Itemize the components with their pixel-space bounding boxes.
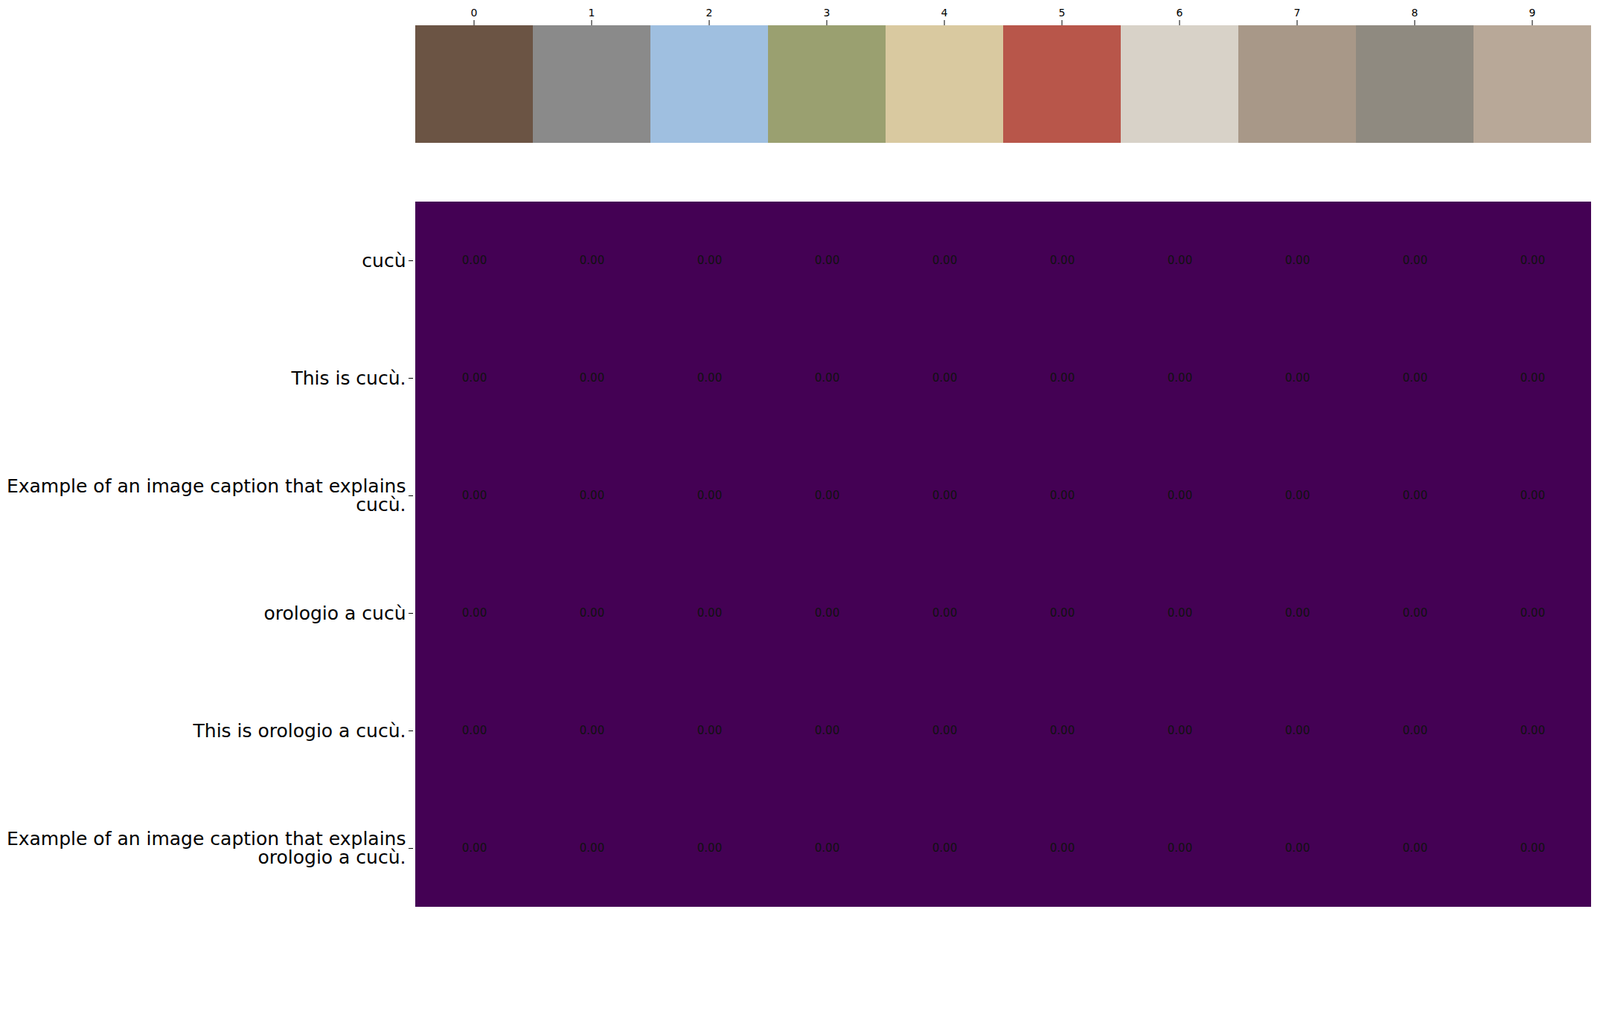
svg-text:orologio a cucù: orologio a cucù [263,602,406,625]
svg-text:0.00: 0.00 [1050,488,1075,503]
svg-text:0.00: 0.00 [814,253,840,268]
svg-text:0.00: 0.00 [579,371,605,385]
svg-text:0.00: 0.00 [462,371,487,385]
svg-text:0.00: 0.00 [1167,724,1193,738]
svg-text:0.00: 0.00 [814,371,840,385]
svg-text:0.00: 0.00 [1050,724,1075,738]
svg-text:7: 7 [1294,6,1301,19]
svg-text:1: 1 [588,6,596,19]
svg-text:0.00: 0.00 [1167,371,1193,385]
svg-text:0.00: 0.00 [814,488,840,503]
svg-text:0.00: 0.00 [1520,253,1545,268]
svg-text:0.00: 0.00 [932,253,958,268]
svg-text:2: 2 [706,6,713,19]
svg-text:0.00: 0.00 [932,841,958,856]
svg-text:0.00: 0.00 [1285,606,1310,620]
svg-text:0.00: 0.00 [697,253,722,268]
svg-text:3: 3 [823,6,831,19]
svg-text:0.00: 0.00 [579,606,605,620]
svg-text:0.00: 0.00 [462,606,487,620]
svg-text:9: 9 [1529,6,1536,19]
svg-text:0.00: 0.00 [1050,253,1075,268]
svg-text:0.00: 0.00 [1402,724,1428,738]
svg-text:0.00: 0.00 [1050,371,1075,385]
svg-text:8: 8 [1411,6,1419,19]
svg-text:0.00: 0.00 [462,488,487,503]
svg-text:0.00: 0.00 [1285,488,1310,503]
svg-text:0.00: 0.00 [462,841,487,856]
svg-text:0.00: 0.00 [579,724,605,738]
svg-text:4: 4 [941,6,949,19]
svg-text:6: 6 [1176,6,1184,19]
svg-text:0.00: 0.00 [1520,724,1545,738]
svg-text:0.00: 0.00 [1167,606,1193,620]
svg-text:0.00: 0.00 [1520,841,1545,856]
svg-text:0.00: 0.00 [932,606,958,620]
svg-text:This is cucù.: This is cucù. [290,367,406,390]
svg-text:0.00: 0.00 [1285,841,1310,856]
svg-text:0.00: 0.00 [1520,371,1545,385]
svg-text:0.00: 0.00 [697,488,722,503]
svg-text:This is orologio a cucù.: This is orologio a cucù. [192,720,407,742]
svg-text:0.00: 0.00 [1167,253,1193,268]
svg-text:0.00: 0.00 [697,724,722,738]
svg-text:Example of an image caption th: Example of an image caption that explain… [6,828,407,869]
svg-text:0.00: 0.00 [1402,253,1428,268]
svg-text:0.00: 0.00 [1520,606,1545,620]
svg-text:0.00: 0.00 [579,253,605,268]
svg-text:0.00: 0.00 [1167,488,1193,503]
svg-text:0.00: 0.00 [1285,253,1310,268]
svg-text:5: 5 [1058,6,1066,19]
svg-text:0.00: 0.00 [1285,724,1310,738]
svg-text:0.00: 0.00 [814,606,840,620]
svg-text:0.00: 0.00 [697,606,722,620]
svg-text:0.00: 0.00 [697,841,722,856]
svg-text:0.00: 0.00 [579,488,605,503]
svg-text:0.00: 0.00 [814,841,840,856]
svg-text:0: 0 [471,6,478,19]
svg-text:0.00: 0.00 [1050,606,1075,620]
svg-text:0.00: 0.00 [932,488,958,503]
svg-text:0.00: 0.00 [1402,606,1428,620]
svg-text:0.00: 0.00 [1520,488,1545,503]
svg-text:0.00: 0.00 [932,724,958,738]
svg-text:0.00: 0.00 [697,371,722,385]
svg-text:0.00: 0.00 [1285,371,1310,385]
svg-text:0.00: 0.00 [932,371,958,385]
svg-text:0.00: 0.00 [1402,371,1428,385]
svg-text:0.00: 0.00 [462,253,487,268]
svg-text:0.00: 0.00 [579,841,605,856]
svg-text:cucù: cucù [361,250,406,272]
svg-text:0.00: 0.00 [1167,841,1193,856]
svg-text:0.00: 0.00 [1402,488,1428,503]
svg-text:Example of an image caption th: Example of an image caption that explain… [6,475,407,516]
svg-text:0.00: 0.00 [814,724,840,738]
svg-text:0.00: 0.00 [462,724,487,738]
svg-text:0.00: 0.00 [1402,841,1428,856]
svg-text:0.00: 0.00 [1050,841,1075,856]
